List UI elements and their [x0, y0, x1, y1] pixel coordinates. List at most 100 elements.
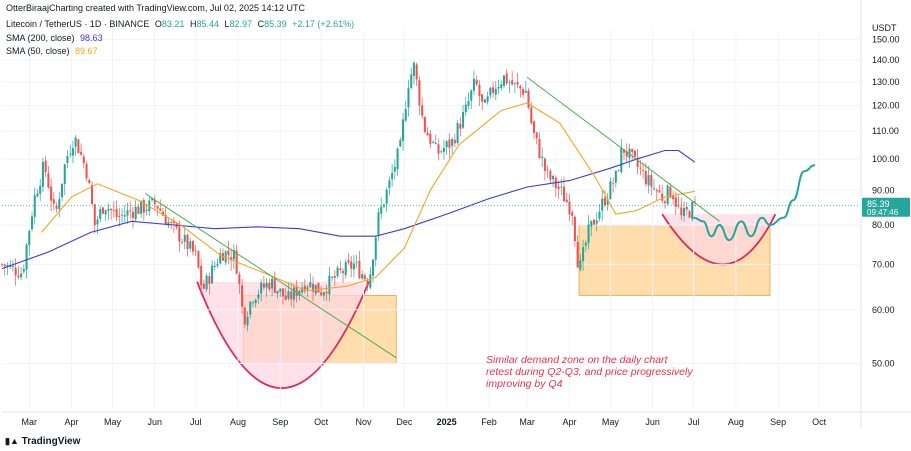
candle-body — [456, 123, 459, 144]
candle-body — [363, 275, 366, 280]
symbol-line[interactable]: Litecoin / TetherUS · 1D · BINANCE O83.2… — [6, 19, 357, 29]
candle-body — [587, 224, 590, 244]
sma200-label: SMA (200, close) — [6, 33, 75, 43]
candle-body — [669, 186, 672, 198]
x-tick-label: Apr — [562, 417, 576, 427]
candle-body — [470, 90, 473, 101]
candle-body — [110, 209, 113, 211]
candle-body — [513, 82, 516, 84]
candle-body — [680, 207, 683, 216]
candle-body — [661, 193, 664, 201]
x-tick-label: Aug — [728, 417, 744, 427]
sma200-legend[interactable]: SMA (200, close) 98.63 — [6, 33, 106, 43]
candle-body — [421, 105, 424, 116]
candle-body — [612, 183, 615, 185]
candle-body — [30, 216, 34, 230]
candle-body — [522, 88, 525, 95]
candle-body — [445, 141, 448, 148]
x-tick-label: Sep — [272, 417, 288, 427]
candle-body — [3, 264, 6, 267]
candle-body — [415, 64, 418, 80]
candle-body — [121, 214, 124, 216]
candle-body — [91, 184, 94, 204]
y-tick-label: 110.00 — [872, 126, 899, 136]
x-tick-label: May — [104, 417, 122, 427]
candle-body — [372, 259, 375, 276]
candle-body — [82, 156, 85, 164]
candle-body — [140, 200, 143, 214]
candle-body — [58, 199, 61, 210]
candle-body — [546, 169, 549, 171]
candle-body — [410, 74, 413, 89]
candle-body — [251, 302, 255, 304]
candle-body — [620, 148, 623, 173]
candle-body — [633, 150, 636, 157]
candle-body — [50, 186, 53, 201]
candle-body — [582, 247, 585, 262]
open-value: 83.21 — [161, 19, 185, 29]
candle-body — [352, 263, 355, 270]
candle-body — [341, 271, 345, 274]
y-tick-label: 70.00 — [872, 259, 895, 269]
candle-body — [238, 274, 241, 285]
candle-body — [328, 275, 331, 295]
y-tick-label: 60.00 — [872, 305, 895, 315]
candle-body — [322, 292, 325, 296]
candle-body — [115, 208, 118, 217]
candle-body — [279, 288, 282, 292]
candle-body — [683, 207, 686, 216]
candle-body — [186, 234, 189, 250]
sma50-legend[interactable]: SMA (50, close) 89.67 — [6, 46, 101, 56]
candle-body — [80, 151, 83, 155]
candle-body — [562, 186, 566, 202]
candle-body — [325, 291, 328, 294]
y-tick-label: 120.00 — [872, 100, 900, 110]
candle-body — [579, 260, 582, 270]
candle-body — [655, 190, 658, 192]
candle-body — [467, 100, 470, 106]
candle-body — [295, 286, 298, 297]
candle-body — [609, 181, 612, 199]
candle-body — [281, 288, 285, 297]
candle-body — [339, 268, 342, 271]
candle-body — [459, 123, 462, 129]
tradingview-logo[interactable]: ▮▲ TradingView — [5, 436, 80, 447]
moving-averages — [1, 102, 696, 292]
candle-body — [11, 266, 14, 267]
candle-body — [478, 84, 481, 96]
candle-body — [535, 132, 538, 139]
candle-body — [202, 284, 205, 289]
candle-body — [511, 80, 514, 85]
candle-body — [309, 281, 312, 288]
candle-body — [131, 211, 134, 218]
candle-body — [271, 278, 274, 289]
candle-body — [268, 282, 271, 290]
candle-body — [622, 149, 626, 153]
candle-body — [571, 212, 574, 216]
symbol-name: Litecoin / TetherUS · 1D · BINANCE — [6, 19, 150, 29]
candle-body — [663, 201, 666, 204]
candle-body — [118, 216, 121, 218]
candle-body — [344, 262, 347, 276]
candle-body — [243, 307, 246, 325]
candle-body — [145, 209, 148, 212]
x-tick-label: Apr — [65, 417, 79, 427]
candle-body — [311, 283, 315, 292]
x-tick-label: Mar — [22, 417, 38, 427]
candle-body — [126, 210, 129, 216]
candle-body — [213, 265, 216, 268]
candle-body — [232, 249, 235, 260]
time-axis: Mar Apr May Jun Jul Aug Sep Oct Nov Dec 2025 Feb Mar… — [2, 411, 911, 427]
candle-body — [142, 200, 145, 213]
candle-body — [254, 299, 257, 304]
sma50-label: SMA (50, close) — [6, 46, 70, 56]
y-tick-label: 50.00 — [872, 359, 895, 369]
x-tick-label: Oct — [812, 417, 827, 427]
candle-body — [366, 280, 369, 286]
candle-body — [28, 230, 31, 246]
candle-body — [60, 183, 64, 198]
candle-body — [369, 274, 372, 288]
candle-body — [636, 157, 639, 167]
candle-body — [36, 193, 39, 197]
